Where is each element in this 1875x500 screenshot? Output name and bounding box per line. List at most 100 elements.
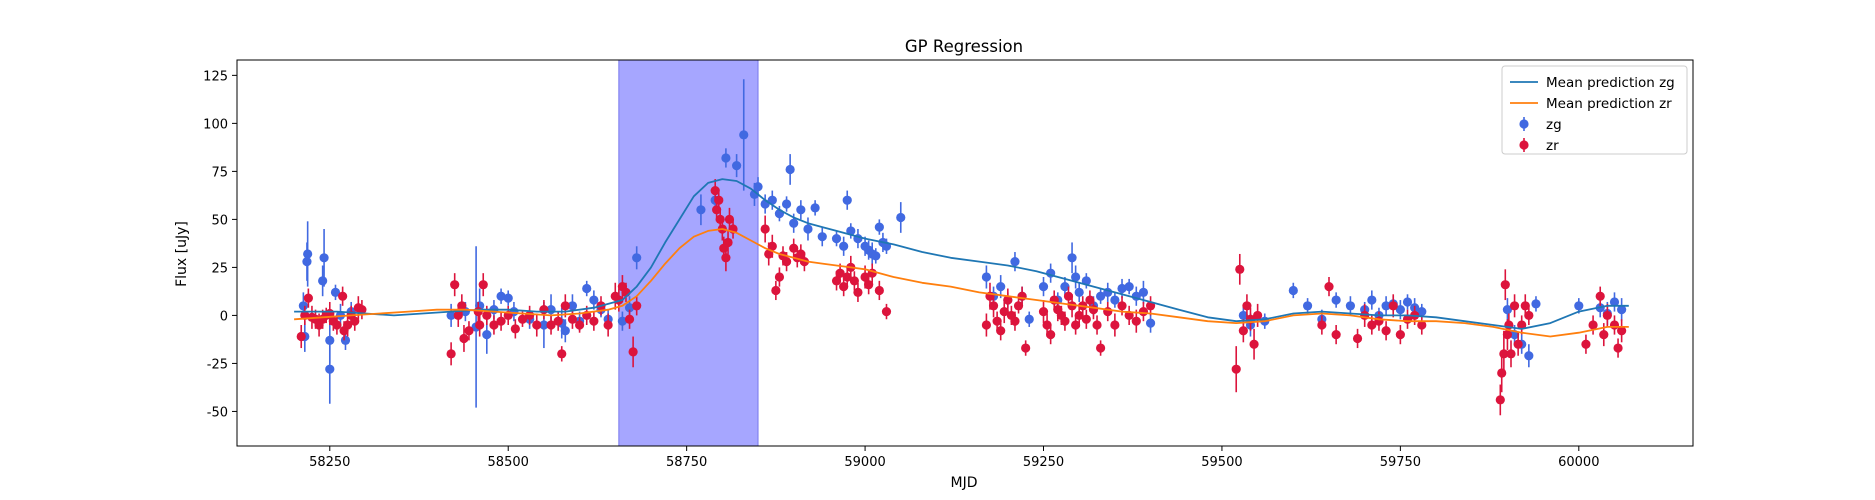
point-zr-10	[332, 320, 342, 330]
point-zg-72	[1038, 282, 1049, 292]
point-zr-59	[721, 253, 731, 263]
point-zg-92	[1288, 285, 1298, 296]
point-zr-0	[296, 331, 306, 342]
point-zr-98	[1038, 306, 1049, 317]
legend-marker-3	[1519, 140, 1529, 150]
point-zg-18	[496, 291, 506, 301]
point-zr-85	[881, 306, 892, 317]
point-zr-107	[1071, 320, 1081, 330]
point-zr-100	[1046, 330, 1056, 340]
point-zr-157	[1599, 330, 1609, 340]
point-zr-117	[1117, 301, 1127, 311]
point-zr-119	[1131, 316, 1141, 326]
point-zg-45	[781, 199, 792, 209]
point-zr-75	[835, 268, 845, 278]
point-zg-49	[803, 224, 813, 234]
x-tick-label-2: 58750	[666, 455, 707, 470]
point-zr-32	[517, 314, 528, 324]
x-tick-label-1: 58500	[488, 455, 529, 470]
x-tick-label-5: 59500	[1201, 455, 1242, 470]
point-zr-84	[874, 285, 884, 296]
line-1	[294, 228, 1629, 338]
x-tick-label-7: 60000	[1558, 455, 1599, 470]
point-zg-61	[874, 222, 884, 232]
point-zg-40	[749, 189, 760, 200]
point-zg-5	[319, 253, 329, 263]
point-zg-64	[896, 212, 906, 223]
point-zr-153	[1524, 310, 1534, 321]
point-zr-39	[560, 301, 570, 311]
point-zg-71	[1024, 314, 1034, 324]
point-zr-141	[1417, 320, 1427, 330]
point-zr-122	[1231, 364, 1241, 374]
point-zr-151	[1517, 320, 1527, 330]
point-zg-60	[871, 251, 881, 261]
point-zr-110	[1081, 314, 1091, 324]
point-zg-25	[560, 326, 570, 336]
point-zr-37	[553, 316, 563, 326]
point-zr-105	[1063, 291, 1074, 301]
point-zr-23	[464, 326, 474, 336]
point-zr-40	[567, 314, 578, 324]
point-zg-16	[482, 330, 492, 340]
point-zr-29	[496, 316, 506, 326]
y-tick-label-4: 50	[211, 213, 228, 228]
point-zg-37	[721, 153, 731, 163]
point-zr-160	[1613, 343, 1623, 353]
point-zg-0	[298, 301, 308, 311]
point-zr-137	[1388, 301, 1398, 311]
point-zg-50	[810, 203, 820, 213]
point-zr-66	[771, 285, 781, 296]
point-zr-50	[624, 314, 635, 324]
point-zg-8	[330, 287, 341, 297]
point-zg-32	[617, 316, 628, 326]
line-0	[294, 178, 1629, 330]
y-axis-label: Flux [uJy]	[174, 221, 190, 287]
point-zg-75	[1060, 282, 1070, 292]
x-axis-label: MJD	[951, 475, 978, 491]
legend: Mean prediction zg Mean prediction zr zg zr	[1501, 65, 1688, 155]
point-zr-114	[1096, 343, 1106, 353]
point-zr-161	[1617, 326, 1627, 336]
legend-marker-2	[1519, 119, 1529, 129]
point-zg-47	[789, 218, 799, 228]
point-zr-116	[1110, 320, 1120, 330]
y-tick-label-6: 100	[203, 117, 228, 132]
y-tick-label-2: 0	[220, 309, 228, 324]
point-zg-110	[1531, 299, 1541, 309]
point-zr-123	[1235, 264, 1245, 274]
point-zr-152	[1520, 301, 1530, 311]
point-zg-84	[1117, 283, 1127, 294]
point-zr-11	[338, 291, 348, 301]
point-zg-96	[1345, 301, 1356, 311]
point-zr-26	[478, 280, 488, 290]
point-zr-142	[1495, 395, 1505, 405]
point-zr-13	[343, 320, 353, 330]
point-zg-53	[839, 241, 849, 251]
point-zr-144	[1499, 349, 1509, 359]
point-zr-127	[1249, 339, 1259, 349]
point-zg-54	[842, 195, 852, 205]
point-zg-26	[567, 301, 578, 311]
point-zr-19	[450, 280, 460, 290]
point-zr-154	[1581, 339, 1591, 349]
point-zg-95	[1331, 295, 1341, 305]
point-zr-28	[489, 320, 499, 330]
point-zr-108	[1074, 310, 1084, 321]
point-zg-100	[1381, 301, 1391, 311]
point-zr-120	[1138, 306, 1149, 317]
point-zr-61	[724, 214, 735, 224]
point-zr-149	[1509, 301, 1520, 311]
point-zr-64	[764, 249, 774, 259]
point-zr-88	[988, 301, 999, 311]
point-zr-63	[760, 224, 770, 234]
y-tick-label-5: 75	[211, 165, 228, 180]
point-zg-7	[325, 364, 335, 374]
point-zr-18	[446, 349, 456, 359]
point-zr-128	[1253, 310, 1263, 321]
point-zr-21	[457, 301, 467, 311]
point-zr-148	[1506, 349, 1516, 359]
point-zr-113	[1092, 320, 1102, 330]
y-tick-label-1: -25	[207, 357, 228, 372]
point-zg-78	[1074, 287, 1084, 297]
